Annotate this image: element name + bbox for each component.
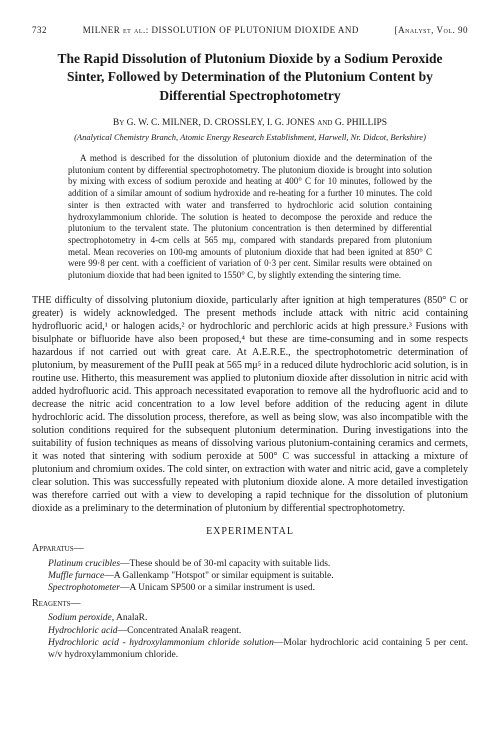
reagent-item-desc: —Concentrated AnalaR reagent. [118, 626, 242, 636]
reagent-item: Hydrochloric acid—Concentrated AnalaR re… [48, 625, 468, 637]
apparatus-item-name: Muffle furnace [48, 571, 104, 581]
apparatus-item-desc: —A Unicam SP500 or a similar instrument … [120, 583, 315, 593]
apparatus-item-name: Spectrophotometer [48, 583, 120, 593]
body-paragraph: THE difficulty of dissolving plutonium d… [32, 294, 468, 515]
apparatus-item-desc: —A Gallenkamp "Hotspot" or similar equip… [104, 571, 333, 581]
apparatus-item-desc: —These should be of 30-ml capacity with … [120, 559, 330, 569]
running-head: 732 MILNER et al.: DISSOLUTION OF PLUTON… [32, 24, 468, 36]
affiliation: (Analytical Chemistry Branch, Atomic Ene… [32, 132, 468, 143]
apparatus-heading: Apparatus— [32, 542, 468, 556]
reagent-item: Sodium peroxide, AnalaR. [48, 612, 468, 624]
reagent-item-name: Hydrochloric acid [48, 626, 118, 636]
byline: By G. W. C. MILNER, D. CROSSLEY, I. G. J… [32, 117, 468, 130]
reagent-item-desc: , AnalaR. [112, 613, 148, 623]
page-number: 732 [32, 24, 47, 36]
reagents-heading: Reagents— [32, 597, 468, 611]
running-head-right: [Analyst, Vol. 90 [395, 24, 468, 36]
abstract: A method is described for the dissolutio… [68, 153, 432, 282]
article-title: The Rapid Dissolution of Plutonium Dioxi… [40, 50, 460, 105]
apparatus-item: Spectrophotometer—A Unicam SP500 or a si… [48, 582, 468, 594]
reagent-item: Hydrochloric acid - hydroxylammonium chl… [48, 637, 468, 662]
running-head-center: MILNER et al.: DISSOLUTION OF PLUTONIUM … [83, 24, 359, 36]
apparatus-item: Muffle furnace—A Gallenkamp "Hotspot" or… [48, 570, 468, 582]
section-heading-experimental: EXPERIMENTAL [32, 525, 468, 539]
reagent-item-name: Sodium peroxide [48, 613, 112, 623]
apparatus-item: Platinum crucibles—These should be of 30… [48, 558, 468, 570]
apparatus-item-name: Platinum crucibles [48, 559, 120, 569]
reagent-item-name: Hydrochloric acid - hydroxylammonium chl… [48, 638, 274, 648]
